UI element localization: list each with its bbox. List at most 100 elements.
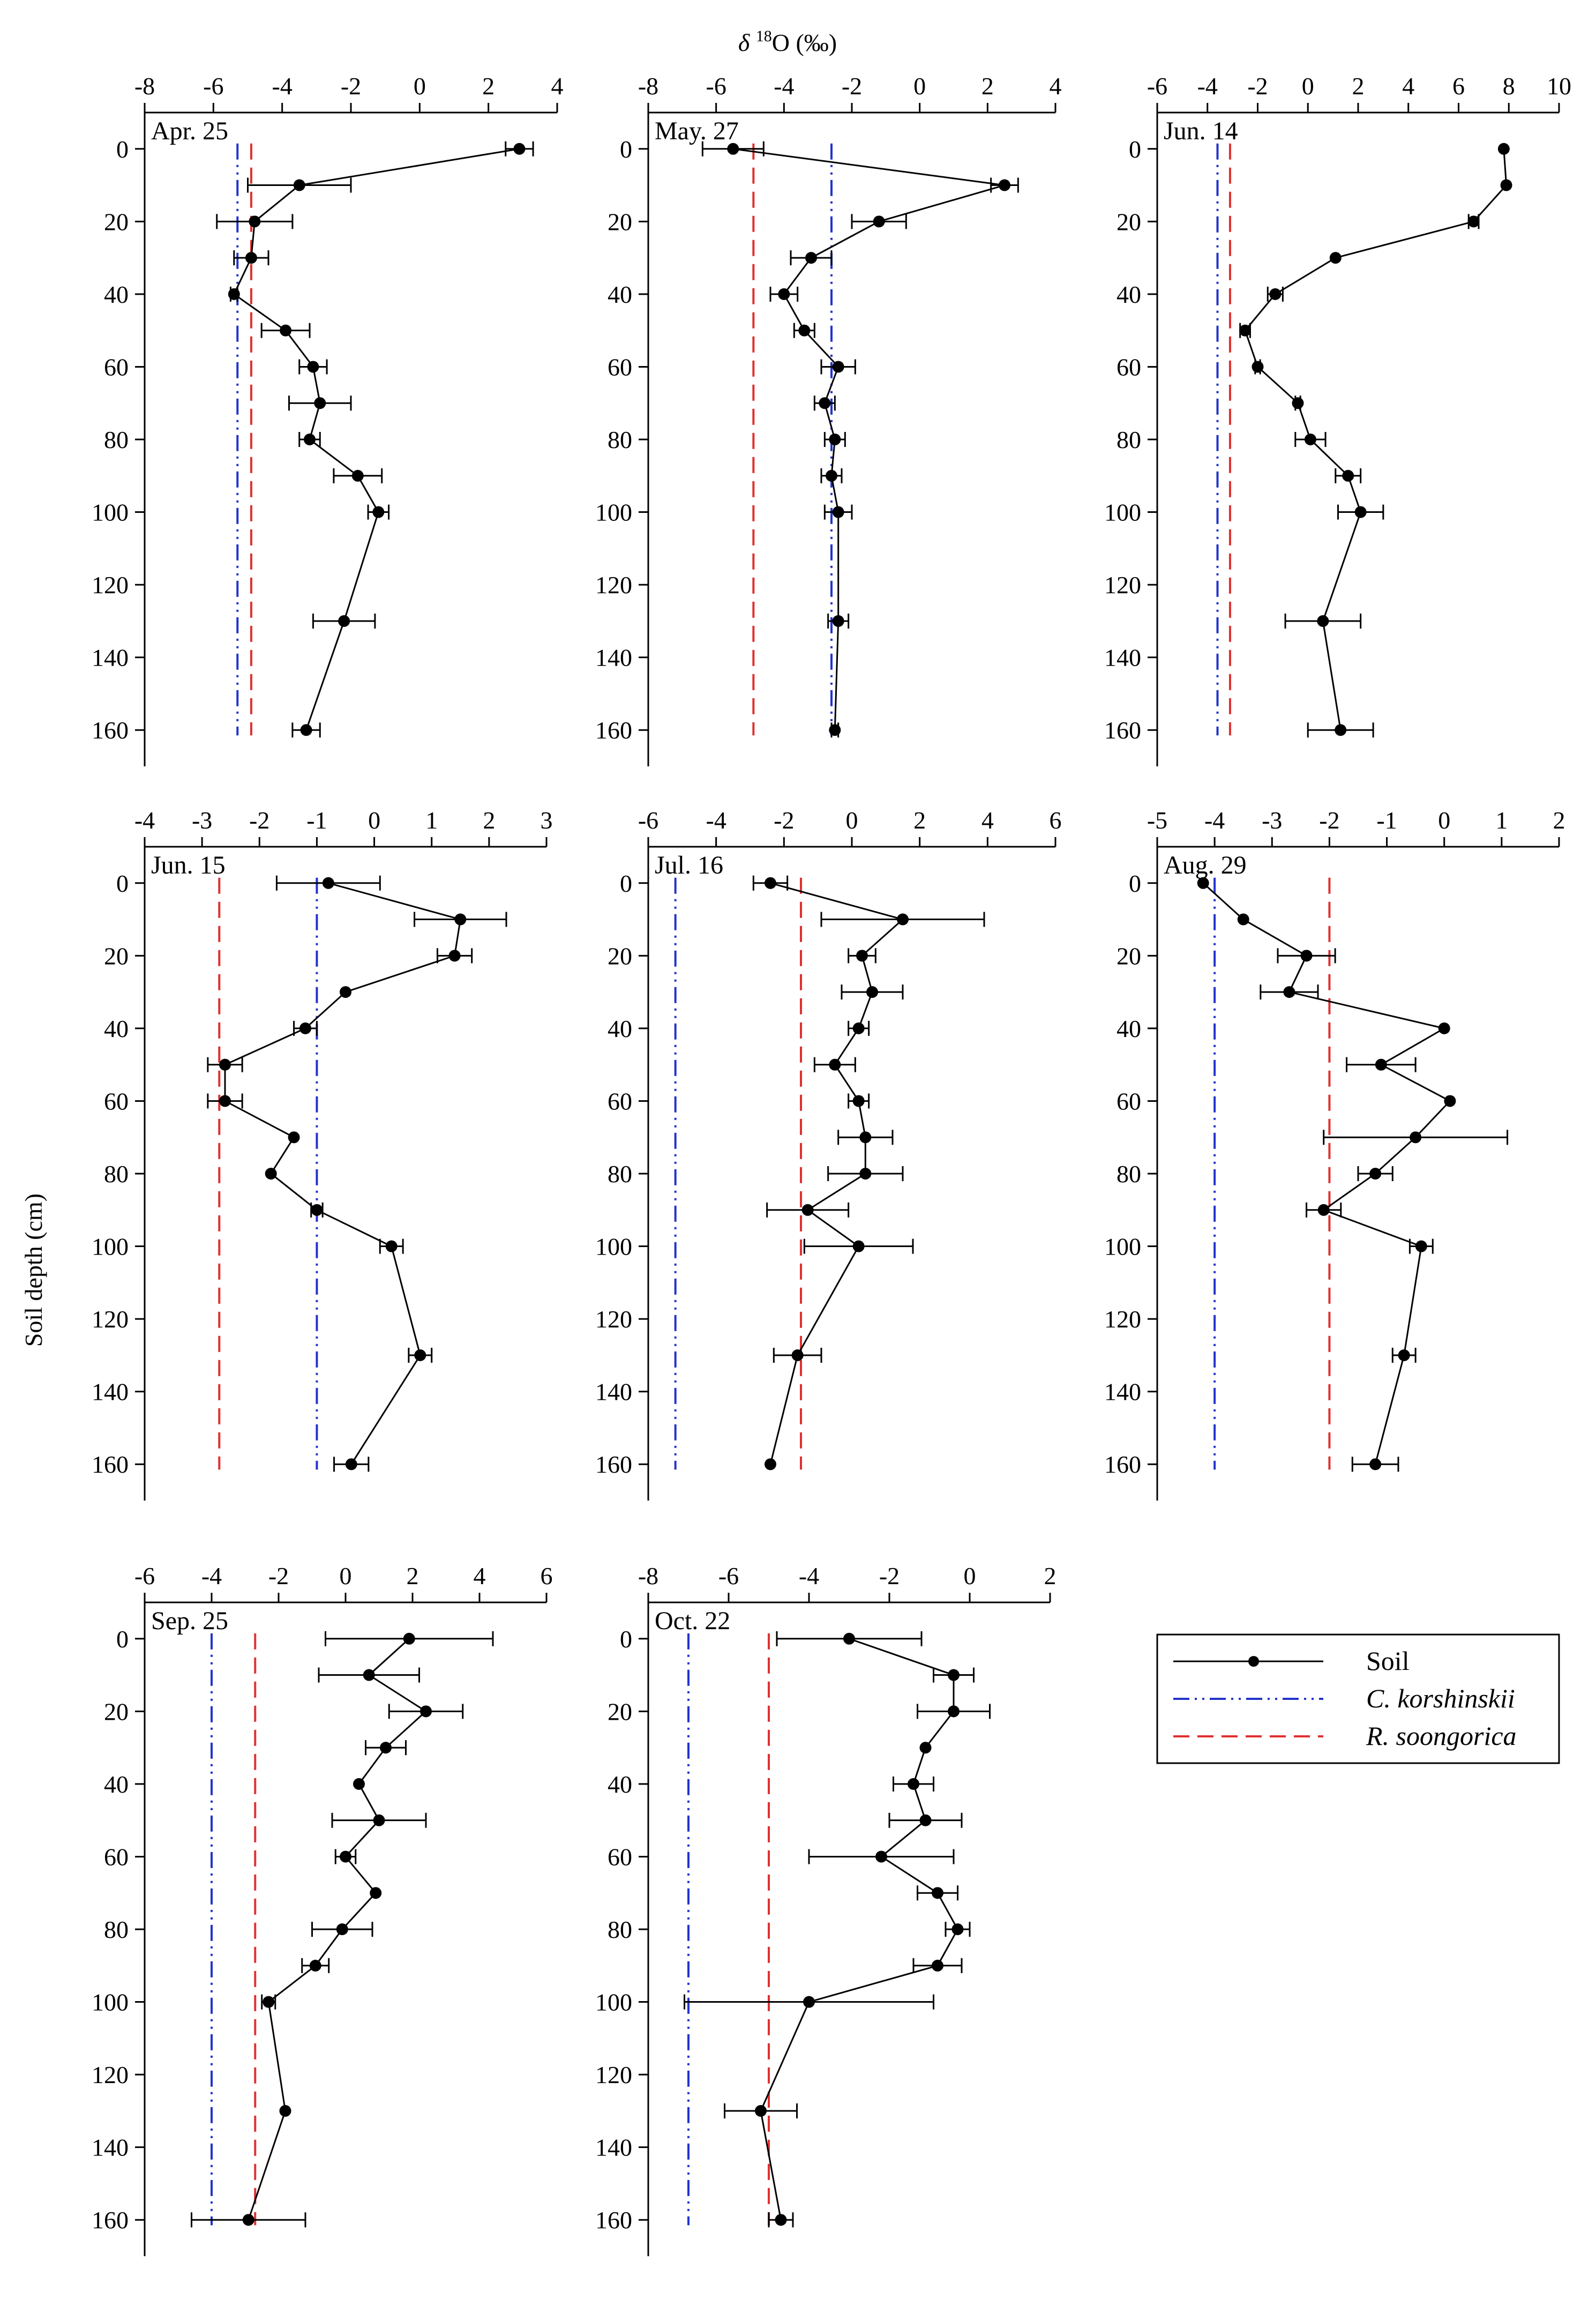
x-tick-label: -4: [272, 72, 293, 100]
y-tick-label: 60: [1117, 1087, 1141, 1115]
y-tick-label: 0: [116, 870, 129, 897]
y-tick-label: 160: [1104, 717, 1141, 744]
x-tick-label: 0: [964, 1562, 976, 1590]
soil-point: [919, 1814, 932, 1826]
y-tick-label: 160: [595, 1451, 632, 1478]
y-tick-label: 20: [104, 942, 129, 969]
x-tick-label: -6: [706, 72, 726, 100]
y-tick-label: 20: [104, 1698, 129, 1725]
soil-point: [338, 615, 350, 627]
panel-title: Jul. 16: [655, 851, 723, 879]
x-tick-label: 4: [1050, 72, 1062, 100]
y-tick-label: 140: [92, 1378, 129, 1406]
y-tick-label: 120: [595, 2061, 632, 2088]
x-tick-label: 0: [846, 807, 858, 834]
soil-point: [1438, 1022, 1450, 1034]
x-tick-label: -2: [1319, 807, 1339, 834]
soil-point: [932, 1887, 943, 1899]
soil-point: [1317, 615, 1329, 627]
x-tick-label: -8: [134, 72, 155, 100]
x-tick-label: -8: [638, 72, 658, 100]
y-tick-label: 20: [104, 208, 129, 235]
y-tick-label: 40: [104, 281, 129, 308]
soil-point: [778, 288, 790, 300]
y-tick-label: 60: [104, 1843, 129, 1870]
y-tick-label: 80: [1117, 426, 1141, 453]
y-tick-label: 100: [595, 1989, 632, 2016]
y-tick-label: 0: [620, 1625, 632, 1653]
soil-point: [1500, 179, 1512, 191]
soil-point: [280, 324, 292, 337]
y-tick-label: 140: [595, 2134, 632, 2161]
y-tick-label: 60: [608, 1087, 632, 1115]
soil-point: [829, 434, 841, 445]
soil-point: [908, 1778, 919, 1790]
soil-point: [293, 179, 305, 191]
soil-point: [819, 397, 831, 409]
x-tick-label: 0: [340, 1562, 352, 1590]
x-tick-label: 4: [474, 1562, 486, 1590]
y-tick-label: 0: [116, 1625, 129, 1653]
soil-point: [219, 1058, 231, 1071]
x-tick-label: 3: [541, 807, 553, 834]
x-tick-label: 0: [913, 72, 926, 100]
panel-title: May. 27: [655, 117, 739, 145]
soil-point: [336, 1923, 348, 1935]
soil-point: [307, 361, 319, 373]
soil-point: [1369, 1458, 1382, 1471]
y-tick-label: 60: [1117, 353, 1141, 380]
x-tick-label: 6: [1452, 72, 1465, 100]
y-tick-label: 100: [1104, 1233, 1141, 1260]
soil-point: [1237, 913, 1249, 926]
y-tick-label: 160: [595, 717, 632, 744]
y-tick-label: 120: [92, 2061, 129, 2088]
soil-point: [1335, 724, 1347, 736]
soil-point: [897, 913, 909, 926]
y-tick-label: 140: [1104, 1378, 1141, 1406]
y-tick-label: 0: [620, 136, 632, 163]
soil-point: [1292, 397, 1304, 409]
x-tick-label: 10: [1547, 72, 1571, 100]
x-tick-label: -2: [879, 1562, 900, 1590]
soil-point: [228, 288, 240, 300]
y-tick-label: 20: [608, 208, 632, 235]
y-tick-label: 40: [1117, 281, 1141, 308]
soil-point: [999, 179, 1010, 191]
x-tick-label: -2: [842, 72, 862, 100]
soil-point: [1300, 950, 1313, 962]
soil-point: [951, 1923, 964, 1935]
soil-point: [353, 1778, 365, 1790]
soil-point: [340, 1851, 351, 1863]
x-tick-label: -6: [638, 807, 658, 834]
y-tick-label: 80: [608, 426, 632, 453]
x-tick-label: -4: [1204, 807, 1225, 834]
soil-point: [832, 615, 844, 627]
y-tick-label: 60: [608, 1843, 632, 1870]
soil-point: [340, 986, 351, 998]
x-tick-label: 2: [483, 807, 495, 834]
x-tick-label: 4: [981, 807, 994, 834]
soil-point: [832, 506, 844, 518]
y-tick-label: 40: [608, 281, 632, 308]
x-tick-label: 2: [407, 1562, 419, 1590]
soil-point: [1239, 324, 1252, 337]
x-tick-label: -4: [1197, 72, 1218, 100]
y-tick-label: 20: [608, 1698, 632, 1725]
x-tick-label: 2: [1044, 1562, 1056, 1590]
x-tick-label: 0: [1438, 807, 1450, 834]
x-tick-label: -4: [774, 72, 794, 100]
y-tick-label: 140: [1104, 644, 1141, 672]
soil-point: [1444, 1095, 1456, 1107]
y-tick-label: 60: [104, 1087, 129, 1115]
panel-title: Jun. 15: [151, 851, 226, 879]
x-tick-label: 1: [425, 807, 438, 834]
panel-title: Sep. 25: [151, 1607, 228, 1635]
x-tick-label: 2: [1553, 807, 1565, 834]
y-tick-label: 80: [1117, 1160, 1141, 1188]
x-tick-label: -3: [1262, 807, 1282, 834]
soil-point: [1398, 1349, 1410, 1361]
x-tick-label: -6: [134, 1562, 155, 1590]
